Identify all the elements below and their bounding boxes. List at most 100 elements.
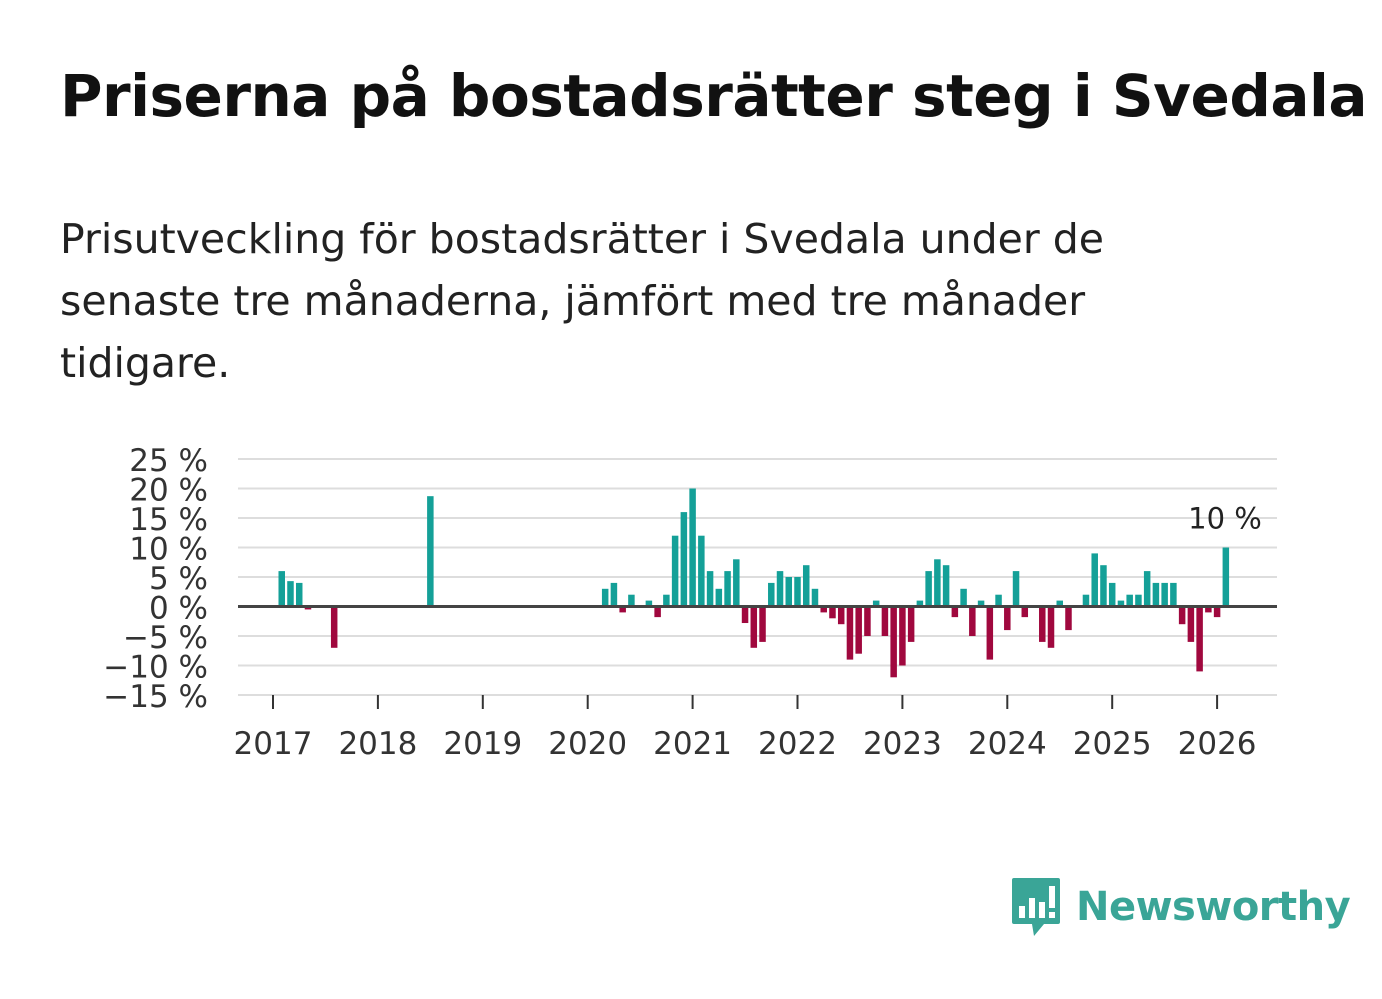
bar <box>1047 606 1055 648</box>
bar <box>1187 606 1195 642</box>
bar <box>864 606 871 636</box>
bar <box>934 559 941 607</box>
bar <box>733 559 740 607</box>
bar <box>1222 547 1230 607</box>
x-tick-label: 2024 <box>968 726 1047 762</box>
y-tick-label: −15 % <box>103 679 208 715</box>
bar <box>951 606 959 618</box>
bar <box>802 565 810 607</box>
y-axis: 25 %20 %15 %10 %5 %0 %−5 %−10 %−15 % <box>103 443 208 715</box>
bar <box>960 588 967 607</box>
bar <box>698 535 705 607</box>
bar <box>1196 606 1203 672</box>
bar <box>680 512 688 607</box>
bar <box>811 588 819 607</box>
y-tick-label: 15 % <box>129 502 208 538</box>
brand-logo: Newsworthy <box>1010 876 1351 938</box>
bar <box>776 571 784 607</box>
bar <box>1117 600 1125 607</box>
y-tick-label: 20 % <box>129 473 208 509</box>
x-tick-label: 2026 <box>1178 726 1257 762</box>
bar <box>715 588 723 607</box>
y-tick-label: 10 % <box>129 532 208 568</box>
bar <box>1065 606 1072 631</box>
x-tick-label: 2019 <box>443 726 522 762</box>
bar <box>741 606 749 624</box>
chart-title: Priserna på bostadsrätter steg i Svedala <box>60 62 1368 130</box>
bar <box>1135 594 1142 607</box>
bar <box>1126 594 1133 607</box>
bar <box>1091 553 1098 607</box>
x-axis: 2017 2018 2019 2020 2021 2022 2023 2024 2025 2026 <box>234 695 1257 762</box>
bar <box>977 600 985 607</box>
bar <box>278 571 285 607</box>
bar <box>663 594 670 607</box>
y-tick-label: 0 % <box>149 591 208 627</box>
annotations: 10 % <box>1188 502 1262 536</box>
bar <box>986 606 994 660</box>
bar <box>916 600 924 607</box>
y-tick-label: −5 % <box>123 620 208 656</box>
bar <box>1039 606 1046 642</box>
bar <box>295 582 303 607</box>
bar <box>1170 582 1177 607</box>
bar-chart: 25 %20 %15 %10 %5 %0 %−5 %−10 %−15 % 201… <box>103 443 1277 762</box>
bar <box>899 606 906 666</box>
bar <box>724 571 731 607</box>
bar <box>1152 582 1160 607</box>
bar <box>287 581 294 607</box>
bar <box>1161 582 1168 607</box>
bar <box>706 571 714 607</box>
bar <box>610 582 618 607</box>
bar <box>1108 582 1116 607</box>
x-tick-label: 2017 <box>234 726 313 762</box>
bar <box>601 588 609 607</box>
x-tick-label: 2021 <box>653 726 732 762</box>
bar <box>628 594 635 607</box>
bar <box>1056 600 1063 607</box>
bar <box>1178 606 1186 625</box>
bar <box>1213 606 1221 618</box>
bar <box>654 606 661 618</box>
bar <box>855 606 862 654</box>
bar <box>427 496 434 607</box>
data-label: 10 % <box>1188 502 1262 536</box>
bar <box>794 577 801 607</box>
bar <box>820 606 827 613</box>
bar <box>645 600 653 607</box>
bar <box>785 577 793 607</box>
bars <box>278 488 1230 678</box>
newsworthy-chart-logo-icon <box>1012 878 1060 936</box>
bar <box>1012 571 1020 607</box>
bar <box>925 571 932 607</box>
bar <box>995 594 1002 607</box>
x-tick-label: 2018 <box>338 726 417 762</box>
gridlines <box>238 458 1277 696</box>
y-tick-label: 5 % <box>149 561 208 597</box>
bar <box>829 606 836 619</box>
bar <box>759 606 766 642</box>
bar <box>1143 571 1151 607</box>
bar <box>1082 594 1090 607</box>
bar <box>1021 606 1029 618</box>
bar <box>750 606 758 648</box>
x-tick-label: 2020 <box>548 726 627 762</box>
bar <box>969 606 976 636</box>
bar <box>768 582 775 607</box>
bar <box>1004 606 1011 631</box>
y-tick-label: −10 % <box>103 650 208 686</box>
chart-subtitle: Prisutveckling för bostadsrätter i Sveda… <box>60 215 1104 387</box>
bar <box>1205 606 1212 613</box>
bar <box>881 606 889 636</box>
bar <box>837 606 845 625</box>
x-tick-label: 2025 <box>1073 726 1152 762</box>
bar <box>1100 565 1107 607</box>
bar <box>330 606 338 648</box>
bar <box>689 488 696 607</box>
x-tick-label: 2022 <box>758 726 837 762</box>
y-tick-label: 25 % <box>129 443 208 479</box>
bar <box>872 600 880 607</box>
bar <box>942 565 950 607</box>
brand-name: Newsworthy <box>1076 884 1351 930</box>
x-tick-label: 2023 <box>863 726 942 762</box>
